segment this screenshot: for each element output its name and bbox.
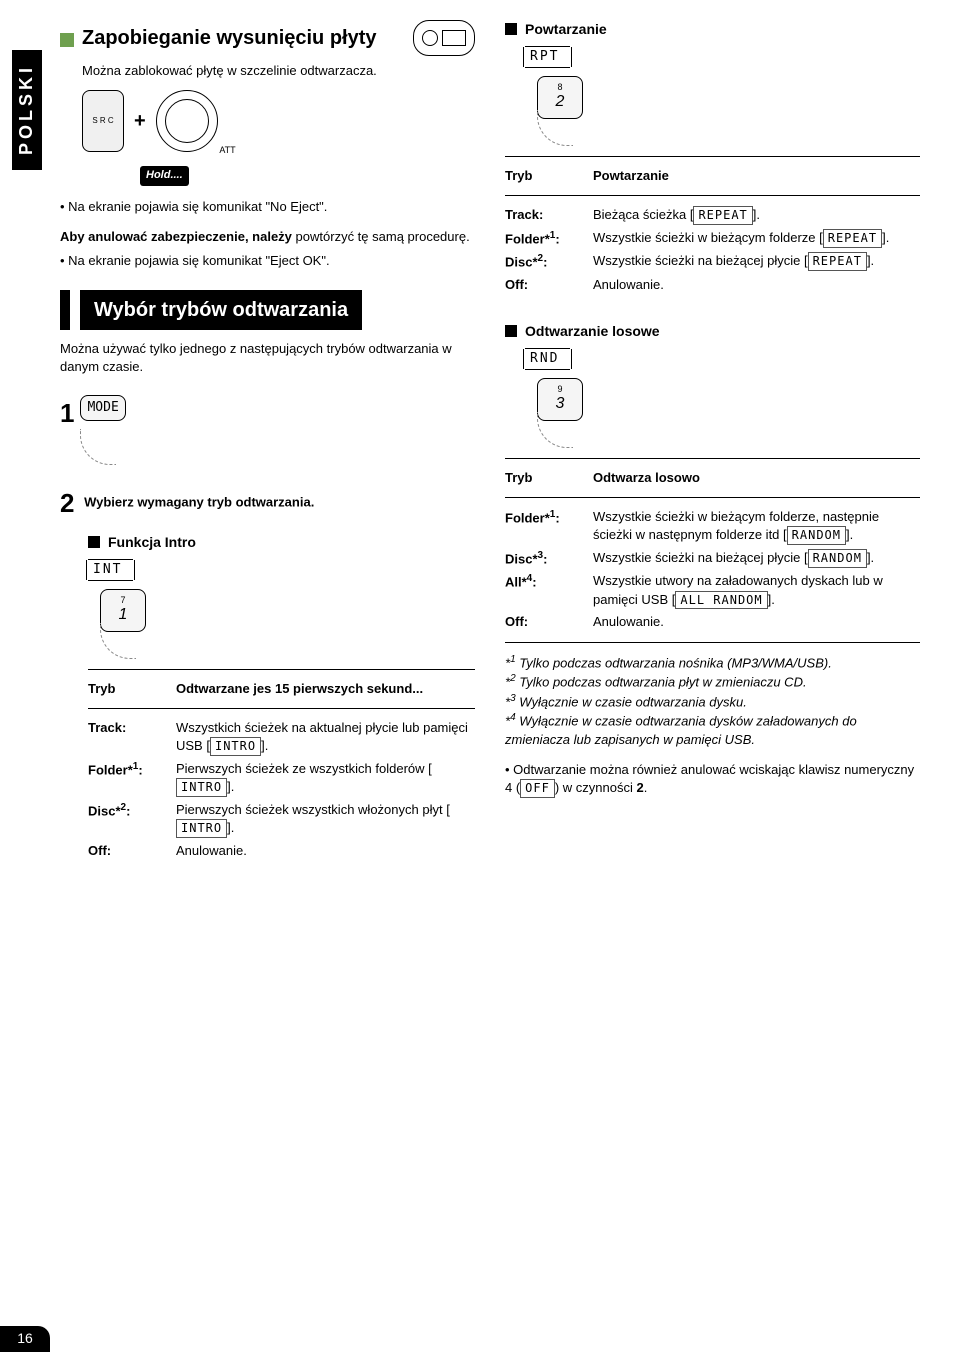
footnote-4: *4 Wyłącznie w czasie odtwarzania dysków… [505,711,920,749]
key-3: 93 [537,378,583,421]
page-number: 16 [0,1326,50,1352]
block-marker-icon [88,536,100,548]
section-marker-icon [60,33,74,47]
dial-illustration [156,90,218,152]
bullet-no-eject: • Na ekranie pojawia się komunikat "No E… [60,198,475,216]
key-2: 82 [537,76,583,119]
hand-tap-illustration: MODE [80,395,150,465]
hand-tap-int: 71 [100,589,170,659]
hand-tap-rpt: 82 [537,76,607,146]
intro-hdr-l: Tryb [88,680,168,698]
heading-prevent-eject: Zapobieganie wysunięciu płyty [82,24,377,52]
lock-icon [413,20,475,56]
mode-button: MODE [80,395,125,421]
block-marker-icon [505,325,517,337]
step-2-text: Wybierz wymagany tryb odtwarzania. [84,494,314,509]
footnote-1: *1 Tylko podczas odtwarzania nośnika (MP… [505,653,920,673]
src-button-illustration: S R C [82,90,124,152]
rpt-chip: RPT [525,46,570,68]
footnote-3: *3 Wyłącznie w czasie odtwarzania dysku. [505,692,920,712]
cancel-heading: Aby anulować zabezpieczenie, należy [60,229,292,244]
hand-tap-rnd: 93 [537,378,607,448]
intro-text: Można zablokować płytę w szczelinie odtw… [82,62,475,80]
bullet-eject-ok: • Na ekranie pojawia się komunikat "Ejec… [60,252,475,270]
step-1: 1 [60,395,74,431]
plus-sign: + [134,107,146,135]
final-bullet: • Odtwarzanie można również anulować wci… [505,761,920,798]
step-2: 2 [60,488,74,518]
random-heading: Odtwarzanie losowe [525,322,660,342]
rnd-chip: RND [525,348,570,370]
footnote-2: *2 Tylko podczas odtwarzania płyt w zmie… [505,672,920,692]
intro-heading: Funkcja Intro [108,533,196,553]
band-title: Wybór trybów odtwarzania [80,290,362,330]
hold-label: Hold.... [140,166,189,185]
block-marker-icon [505,23,517,35]
repeat-heading: Powtarzanie [525,20,607,40]
band-text: Można używać tylko jednego z następujący… [60,340,475,376]
intro-hdr-r: Odtwarzane jes 15 pierwszych sekund... [176,680,475,698]
language-tab: POLSKI [12,50,42,170]
int-chip: INT [88,559,133,581]
key-1: 71 [100,589,146,632]
